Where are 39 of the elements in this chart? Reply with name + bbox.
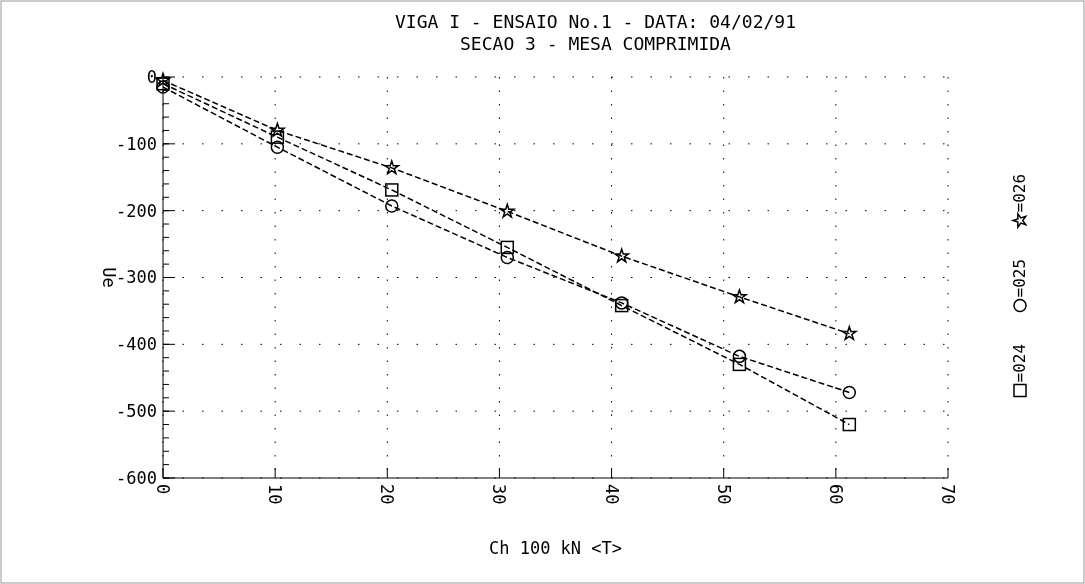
point <box>270 130 285 144</box>
point <box>385 199 399 213</box>
point <box>499 203 515 218</box>
point <box>500 240 515 255</box>
point <box>155 72 171 87</box>
y-tick-label: -100 <box>116 133 157 154</box>
point <box>385 183 399 197</box>
point <box>732 289 747 304</box>
x-tick-label: 20 <box>377 484 398 505</box>
chart-subtitle: SECAO 3 - MESA COMPRIMIDA <box>460 33 732 54</box>
point <box>156 76 170 91</box>
x-tick-label: 60 <box>825 484 846 505</box>
point <box>614 248 630 263</box>
y-tick-label: -400 <box>116 334 157 355</box>
point <box>732 357 747 372</box>
chart-title: VIGA I - ENSAIO No.1 - DATA: 04/02/91 <box>395 11 796 32</box>
y-tick-label: -500 <box>116 401 157 422</box>
y-tick-label: -200 <box>116 200 157 221</box>
point <box>842 417 857 432</box>
x-tick-label: 50 <box>713 484 734 505</box>
point <box>500 250 515 265</box>
point <box>156 80 170 94</box>
y-tick-label: -300 <box>116 267 157 288</box>
point <box>384 160 400 175</box>
text: =026 <box>1010 173 1029 213</box>
y-tick-label: 0 <box>146 66 157 87</box>
text: =025 <box>1010 258 1029 298</box>
x-tick-label: 30 <box>489 484 510 505</box>
point <box>842 385 857 400</box>
y-axis-title: Ue <box>99 267 119 288</box>
x-tick-label: 10 <box>265 484 286 505</box>
x-axis-title: Ch 100 kN <T> <box>488 538 623 558</box>
x-tick-label: 70 <box>938 484 959 505</box>
point <box>269 122 285 137</box>
x-tick-label: 40 <box>601 484 622 505</box>
text: =024 <box>1010 343 1029 383</box>
point <box>732 349 747 364</box>
point <box>841 325 857 341</box>
point <box>270 140 285 154</box>
